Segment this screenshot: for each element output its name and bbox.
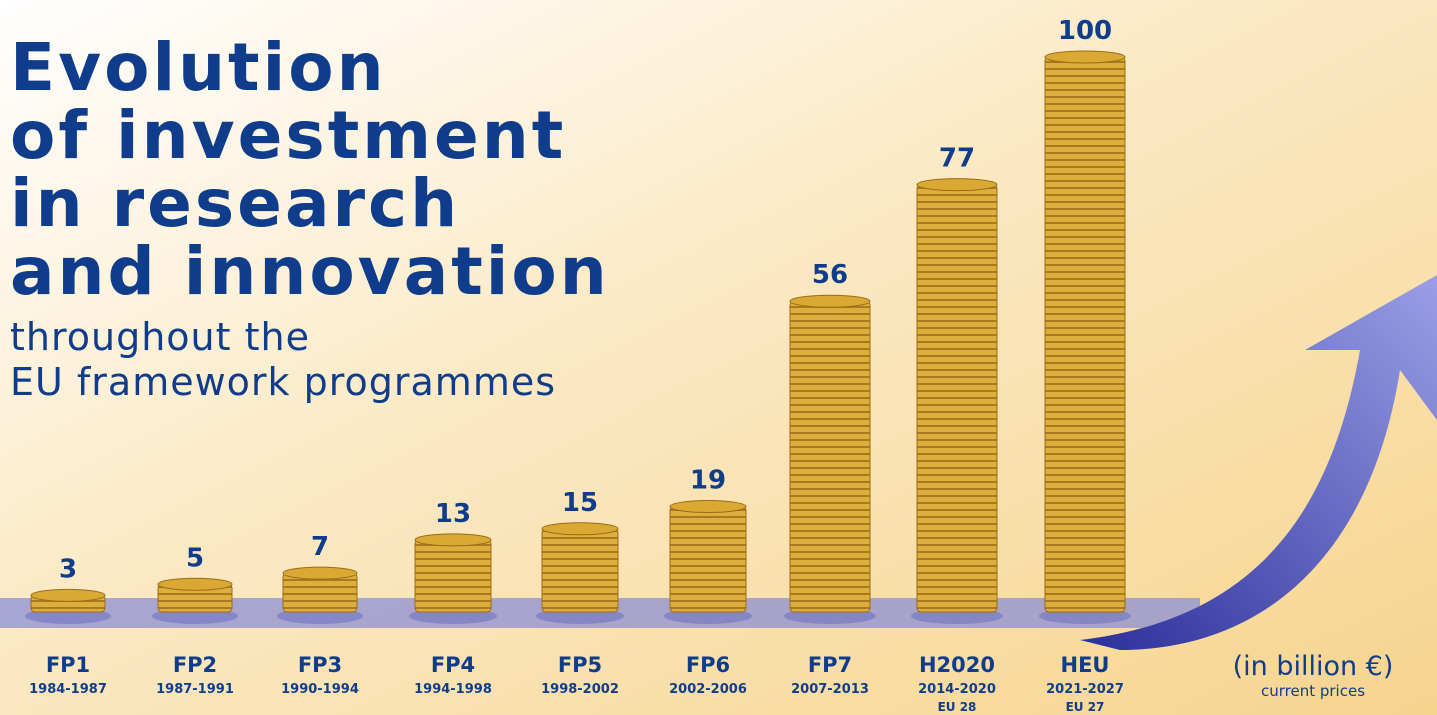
value-label: 15 bbox=[562, 488, 598, 518]
unit-note: current prices bbox=[1261, 682, 1365, 700]
category-label: FP4 bbox=[431, 653, 475, 677]
coin-top bbox=[31, 589, 105, 601]
value-label: 7 bbox=[311, 532, 329, 562]
title-line: Evolution bbox=[10, 29, 387, 106]
note-label: EU 27 bbox=[1066, 700, 1105, 714]
title-line: in research bbox=[10, 165, 460, 242]
title-line: of investment bbox=[10, 97, 566, 174]
chart: Evolutionof investmentin researchand inn… bbox=[0, 0, 1437, 715]
coin-top bbox=[1045, 51, 1125, 63]
note-label: EU 28 bbox=[938, 700, 977, 714]
coin-stack bbox=[670, 507, 746, 612]
coin-stack bbox=[917, 185, 997, 612]
period-label: 1987-1991 bbox=[156, 682, 234, 697]
coin-stack bbox=[790, 301, 870, 612]
value-label: 100 bbox=[1058, 16, 1112, 46]
value-label: 3 bbox=[59, 554, 77, 584]
coin-stack bbox=[542, 529, 618, 612]
coin-top bbox=[790, 295, 870, 307]
category-label: FP7 bbox=[808, 653, 852, 677]
category-label: FP5 bbox=[558, 653, 602, 677]
coin-stack bbox=[1045, 57, 1125, 612]
category-label: FP6 bbox=[686, 653, 730, 677]
period-label: 2002-2006 bbox=[669, 682, 747, 697]
category-label: FP3 bbox=[298, 653, 342, 677]
coin-top bbox=[283, 567, 357, 579]
category-label: H2020 bbox=[919, 653, 995, 677]
coin-top bbox=[917, 179, 997, 191]
category-label: HEU bbox=[1061, 653, 1110, 677]
value-label: 56 bbox=[812, 260, 848, 290]
coin-stack bbox=[415, 540, 491, 612]
period-label: 2007-2013 bbox=[791, 682, 869, 697]
period-label: 1990-1994 bbox=[281, 682, 359, 697]
unit-label: (in billion €) bbox=[1233, 651, 1394, 682]
value-label: 5 bbox=[186, 543, 204, 573]
subtitle-line: EU framework programmes bbox=[10, 360, 556, 404]
period-label: 1994-1998 bbox=[414, 682, 492, 697]
category-label: FP2 bbox=[173, 653, 217, 677]
period-label: 2021-2027 bbox=[1046, 682, 1124, 697]
period-label: 1998-2002 bbox=[541, 682, 619, 697]
subtitle-line: throughout the bbox=[10, 315, 310, 359]
coin-top bbox=[415, 534, 491, 546]
value-label: 13 bbox=[435, 499, 471, 529]
category-label: FP1 bbox=[46, 653, 90, 677]
coin-top bbox=[158, 578, 232, 590]
value-label: 77 bbox=[939, 144, 975, 174]
coin-top bbox=[670, 501, 746, 513]
value-label: 19 bbox=[690, 466, 726, 496]
period-label: 2014-2020 bbox=[918, 682, 996, 697]
coin-top bbox=[542, 523, 618, 535]
title-line: and innovation bbox=[10, 233, 610, 310]
period-label: 1984-1987 bbox=[29, 682, 107, 697]
